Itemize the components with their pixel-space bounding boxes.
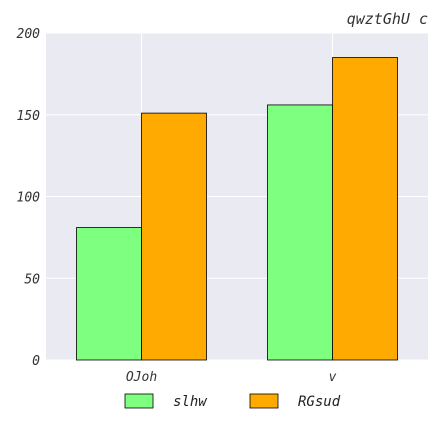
legend-label-RGsud: RGsud xyxy=(298,394,341,410)
legend-swatch-slhw xyxy=(124,393,154,409)
bars xyxy=(76,57,398,361)
y-tick-label: 100 xyxy=(17,191,41,206)
x-tick-label: v xyxy=(329,370,337,385)
legend: slhw RGsud xyxy=(124,393,341,410)
legend-swatch-RGsud xyxy=(249,393,279,409)
y-tick-label: 50 xyxy=(24,272,40,287)
chart-title: qwztGhU c xyxy=(347,10,428,28)
bar-slhw-OJoh xyxy=(76,227,142,361)
bar-RGsud-OJoh xyxy=(141,112,207,361)
x-tick-labels: OJoh v xyxy=(126,370,337,385)
y-tick-label: 0 xyxy=(32,354,40,369)
legend-label-slhw: slhw xyxy=(173,394,207,410)
bar-slhw-v xyxy=(267,104,333,361)
y-tick-labels: 0 50 100 150 200 xyxy=(17,27,41,369)
bar-RGsud-v xyxy=(332,57,398,361)
y-tick-label: 200 xyxy=(17,27,41,42)
y-tick-label: 150 xyxy=(17,109,41,124)
x-tick-label: OJoh xyxy=(126,370,157,385)
